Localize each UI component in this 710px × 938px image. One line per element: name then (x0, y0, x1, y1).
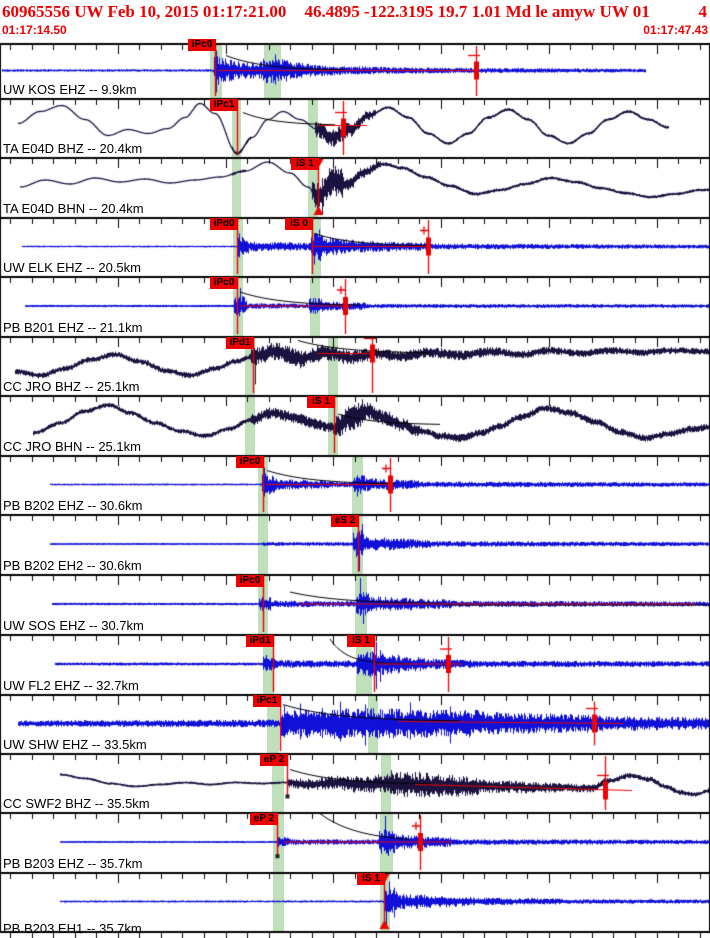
pick-flag-ipc1[interactable]: iPc1 (210, 99, 238, 111)
pick-flag-ipd1[interactable]: iPd1 (246, 635, 274, 647)
trace-label: TA E04D BHZ -- 20.4km (3, 141, 143, 156)
trace-label: CC JRO BHZ -- 25.1km (3, 379, 140, 394)
trace-label: PB B201 EHZ -- 21.1km (3, 320, 143, 335)
pick-flag-is-1[interactable]: iS 1 (291, 158, 319, 170)
pick-flag-ipc1[interactable]: iPc1 (253, 695, 281, 707)
pick-flag-ipc0[interactable]: iPc0 (210, 277, 238, 289)
trace-label: PB B202 EH2 -- 30.6km (3, 558, 142, 573)
trace-label: UW SHW EHZ -- 33.5km (3, 737, 147, 752)
trace-label: PB B203 EH1 -- 35.7km (3, 921, 142, 936)
pick-flag-is-0[interactable]: iS 0 (285, 218, 313, 230)
trace-label: CC JRO BHN -- 25.1km (3, 439, 141, 454)
pick-flag-ipc0[interactable]: iPc0 (236, 575, 264, 587)
pick-flag-ep-2[interactable]: eP 2 (260, 754, 288, 766)
trace-label: PB B203 EHZ -- 35.7km (3, 856, 143, 871)
pick-flag-ipc0[interactable]: iPc0 (236, 456, 264, 468)
pick-flag-ipc0[interactable]: iPc0 (188, 39, 216, 51)
trace-label: PB B202 EHZ -- 30.6km (3, 498, 143, 513)
trace-label: TA E04D BHN -- 20.4km (3, 201, 144, 216)
pick-flag-is-1[interactable]: iS 1 (357, 873, 385, 885)
trace-label: CC SWF2 BHZ -- 35.5km (3, 796, 150, 811)
trace-label: UW FL2 EHZ -- 32.7km (3, 678, 139, 693)
pick-flag-ep-2[interactable]: eP 2 (250, 813, 278, 825)
pick-flag-is-1[interactable]: iS 1 (307, 396, 335, 408)
trace-label: UW KOS EHZ -- 9.9km (3, 82, 137, 97)
pick-flag-es-2[interactable]: eS 2 (331, 515, 359, 527)
trace-label: UW SOS EHZ -- 30.7km (3, 618, 144, 633)
trace-label: UW ELK EHZ -- 20.5km (3, 260, 141, 275)
pick-flag-ipd1[interactable]: iPd1 (226, 337, 254, 349)
pick-flag-is-1[interactable]: iS 1 (347, 635, 375, 647)
pick-flag-ipd0[interactable]: iPd0 (210, 218, 238, 230)
